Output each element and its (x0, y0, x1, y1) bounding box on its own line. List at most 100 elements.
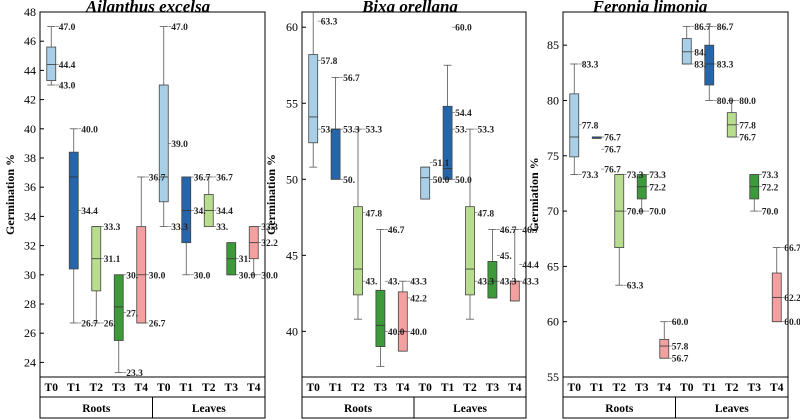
box-leaves-t4 (771, 247, 785, 323)
data-label: 72.2 (649, 183, 666, 193)
data-label: 44.4 (59, 61, 76, 71)
box-roots-t4 (397, 280, 411, 352)
iqr-box (704, 44, 715, 86)
data-label: 76.7 (604, 146, 621, 156)
data-label: 86.7 (694, 23, 711, 33)
category-label: T0 (418, 382, 432, 394)
data-label: 83.3 (582, 60, 599, 70)
data-label: 77.8 (582, 121, 599, 131)
iqr-box (659, 338, 670, 359)
data-label: 53. (455, 126, 467, 136)
iqr-box (330, 128, 341, 180)
data-label: 60.0 (672, 318, 689, 328)
data-label: 57.8 (321, 57, 338, 67)
data-label: 34.4 (216, 207, 233, 217)
box-leaves-t4 (248, 226, 262, 276)
category-label: T2 (463, 382, 477, 394)
y-tick-label: 65 (547, 259, 559, 273)
iqr-box (681, 38, 692, 65)
data-label: 33.3 (171, 223, 188, 233)
data-label: 47.0 (59, 23, 76, 33)
data-label: 46.7 (500, 226, 517, 236)
data-label: 30.0 (239, 271, 256, 281)
data-label: 26.7 (81, 319, 98, 329)
data-label: 43. (366, 278, 378, 288)
iqr-box (353, 206, 363, 296)
y-tick-label: 55 (286, 96, 298, 110)
box-leaves-t0 (420, 162, 433, 200)
box-leaves-t0 (158, 26, 172, 228)
category-label: T2 (202, 382, 216, 394)
data-label: 40.0 (388, 328, 405, 338)
data-label: 31. (239, 255, 251, 265)
category-label: T4 (396, 382, 410, 394)
data-label: 63.3 (627, 282, 644, 292)
category-label: T4 (770, 382, 784, 394)
iqr-box (569, 93, 580, 158)
data-label: 73.3 (627, 171, 644, 181)
y-tick-label: 45 (286, 248, 298, 262)
category-label: T2 (351, 382, 365, 394)
box-roots-t1 (68, 128, 82, 324)
category-label: T2 (613, 382, 627, 394)
data-label: 47.8 (366, 209, 383, 219)
y-axis-label: Germination % (264, 154, 278, 235)
y-tick-label: 40 (286, 324, 298, 338)
box-roots-t2 (614, 174, 627, 286)
y-tick-label: 30 (24, 268, 36, 282)
data-label: 43.3 (500, 278, 517, 288)
iqr-box (46, 46, 57, 82)
data-label: 32.2 (261, 239, 278, 249)
category-label: T3 (374, 382, 388, 394)
category-label: T1 (441, 382, 455, 394)
data-label: 43. (388, 278, 400, 288)
data-label: 23.3 (126, 369, 143, 379)
data-label: 30. (126, 271, 138, 281)
data-label: 83.3 (717, 60, 734, 70)
boxes-layer (46, 26, 262, 374)
data-label: 54.4 (455, 109, 472, 119)
y-axis-label: Germiation % (527, 157, 541, 231)
category-label: T3 (748, 382, 762, 394)
chart-panel-3: Feronia limonia Germiation % 55 60 65 70 75 80 8… (527, 0, 800, 419)
data-label: 27. (126, 309, 138, 319)
group-label: Leaves (453, 403, 487, 415)
data-label: 40.0 (81, 125, 98, 135)
group-label: Roots (344, 403, 373, 415)
category-label: T1 (703, 382, 717, 394)
data-label: 66.7 (784, 244, 800, 254)
y-tick-label: 24 (24, 355, 36, 369)
category-label: T1 (67, 382, 81, 394)
data-label: 50.0 (455, 176, 472, 186)
category-label: T3 (112, 382, 126, 394)
category-label: T1 (329, 382, 343, 394)
group-label: Roots (82, 403, 111, 415)
box-leaves-t0 (681, 25, 695, 65)
box-roots-t2 (353, 128, 366, 320)
y-tick-label: 46 (24, 34, 36, 48)
data-label: 70.0 (649, 208, 666, 218)
data-label: 62.2 (784, 294, 800, 304)
category-label: T3 (225, 382, 239, 394)
data-label: 56.7 (672, 355, 689, 365)
y-tick-label: 40 (24, 122, 36, 136)
boxes-layer (569, 25, 785, 359)
iqr-box (375, 289, 386, 347)
data-label: 83. (694, 60, 706, 70)
box-leaves-t2 (203, 176, 217, 228)
data-label: 30.0 (261, 271, 278, 281)
data-label: 34. (194, 207, 206, 217)
iqr-box (308, 54, 319, 144)
category-label: T0 (45, 382, 59, 394)
data-label: 80.0 (739, 97, 756, 107)
group-label: Leaves (192, 403, 226, 415)
y-tick-label: 28 (24, 297, 36, 311)
data-label: 56.7 (343, 74, 360, 84)
box-roots-t3 (113, 274, 127, 374)
y-tick-label: 75 (547, 149, 559, 163)
chart-panel-1: Ailanthus excelsa Germination % 24 26 28 30 32… (3, 0, 278, 419)
data-label: 30.0 (149, 271, 166, 281)
category-label: T4 (508, 382, 522, 394)
box-roots-t0 (46, 26, 59, 86)
